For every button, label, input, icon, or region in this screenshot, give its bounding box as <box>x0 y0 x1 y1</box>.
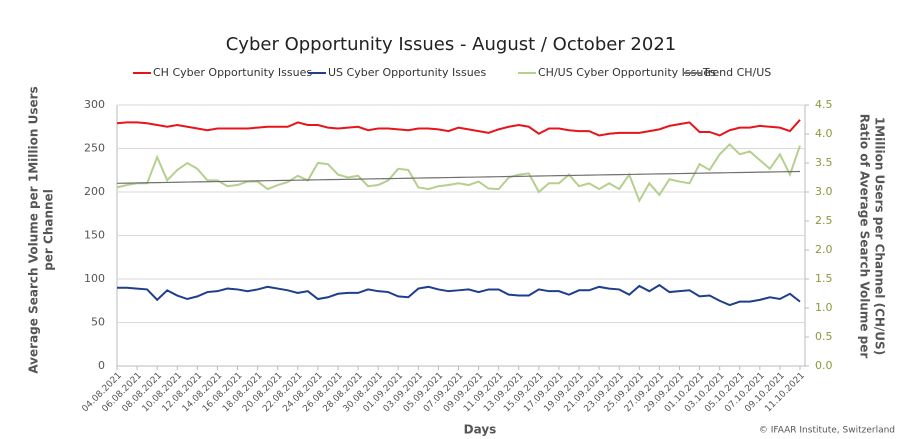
legend-label: US Cyber Opportunity Issues <box>328 66 486 79</box>
y-tick-label: 250 <box>84 142 105 155</box>
y2-axis-label-line: 1Million Users per Channel (CH/US) <box>873 117 887 355</box>
y2-axis-label-line: Ratio of Average Search Volume per <box>858 114 872 359</box>
legend-label: Trend CH/US <box>702 66 771 79</box>
y2-tick-label: 3.5 <box>815 156 833 169</box>
series-line <box>116 143 801 204</box>
y-tick-label: 300 <box>84 98 105 111</box>
x-axis-label: Days <box>464 423 497 437</box>
y-tick-label: 150 <box>84 229 105 242</box>
y-axis-label-line: per Channel <box>42 189 56 271</box>
legend-label: CH/US Cyber Opportunity Issues <box>538 66 716 79</box>
y-axis-label-line: Average Search Volume per 1Million Users <box>27 86 41 373</box>
y-axis-label: Average Search Volume per 1Million Users… <box>27 86 56 373</box>
y2-tick-label: 0.0 <box>815 359 833 372</box>
chart-title: Cyber Opportunity Issues - August / Octo… <box>226 34 677 55</box>
source: © IFAAR Institute, Switzerland <box>759 426 895 436</box>
y2-tick-label: 4.0 <box>815 127 833 140</box>
y-tick-label: 0 <box>98 359 105 372</box>
series-line <box>116 119 801 137</box>
y2-tick-label: 3.0 <box>815 185 833 198</box>
y-tick-label: 100 <box>84 272 105 285</box>
y-tick-label: 50 <box>91 316 105 329</box>
y2-tick-label: 0.5 <box>815 330 833 343</box>
legend-label: CH Cyber Opportunity Issues <box>153 66 312 79</box>
y2-tick-label: 2.0 <box>815 243 833 256</box>
y2-axis-label: Ratio of Average Search Volume per 1Mill… <box>858 114 887 359</box>
y2-tick-label: 1.0 <box>815 301 833 314</box>
y-tick-label: 200 <box>84 185 105 198</box>
series-line <box>117 283 801 307</box>
y2-tick-label: 4.5 <box>815 98 833 111</box>
y2-tick-label: 2.5 <box>815 214 833 227</box>
series-line <box>116 170 801 184</box>
y2-tick-label: 1.5 <box>815 272 833 285</box>
